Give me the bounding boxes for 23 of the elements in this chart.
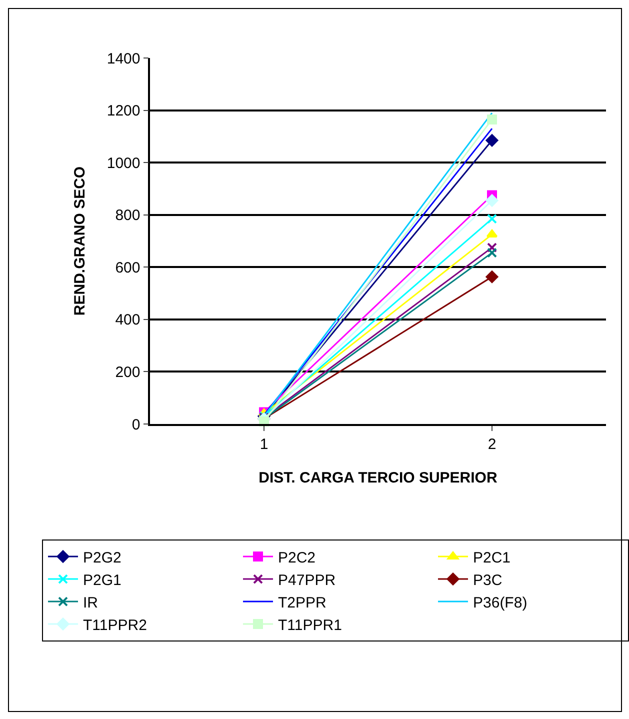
legend-label: P47PPR	[278, 572, 336, 589]
legend-label: P2C1	[473, 549, 511, 566]
legend-label: T11PPR1	[278, 616, 342, 634]
y-tick-label: 1400	[106, 50, 140, 68]
y-tick-label: 200	[115, 364, 140, 381]
legend-label: P3C	[473, 572, 502, 589]
y-tick-label: 0	[132, 416, 140, 434]
legend-label: T2PPR	[278, 594, 327, 612]
x-tick-label: 1	[260, 436, 268, 453]
y-tick-label: 1200	[106, 102, 140, 120]
x-axis-title: DIST. CARGA TERCIO SUPERIOR	[258, 469, 498, 486]
y-tick-label: 1000	[106, 154, 140, 172]
y-axis-title: REND.GRANO SECO	[72, 166, 89, 316]
legend-label: P2G1	[83, 572, 122, 589]
x-tick-label: 2	[488, 436, 496, 453]
legend-label: IR	[83, 594, 98, 612]
legend-label: P2C2	[278, 549, 316, 566]
legend-label: P2G2	[83, 549, 122, 566]
legend-label: T11PPR2	[83, 616, 147, 634]
y-tick-label: 400	[115, 312, 140, 329]
legend-label: P36(F8)	[473, 594, 528, 612]
y-tick-label: 800	[115, 207, 140, 224]
y-tick-label: 600	[115, 259, 140, 276]
